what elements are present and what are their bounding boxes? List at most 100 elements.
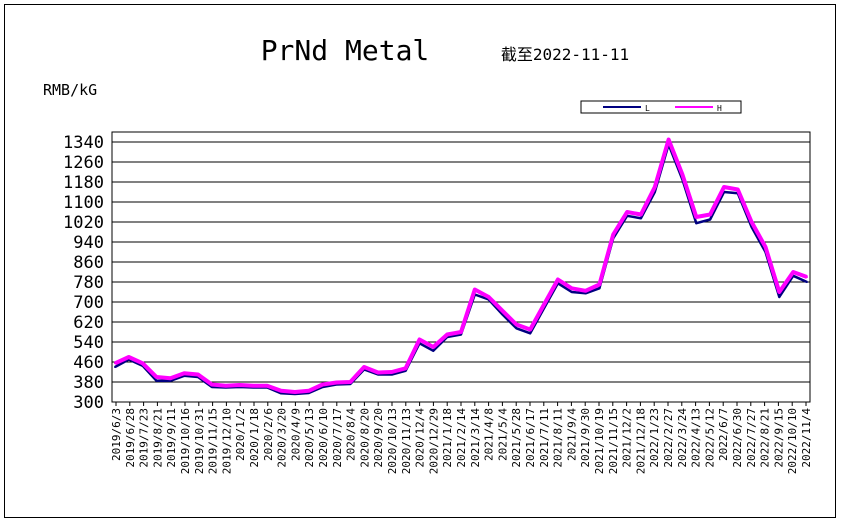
- series-h-line-point: [376, 371, 379, 374]
- series-l-line-point: [584, 292, 587, 295]
- y-tick-label: 460: [73, 353, 104, 373]
- x-tick-label: 2021/6/17: [524, 408, 537, 468]
- series-h-line-point: [681, 173, 684, 176]
- x-tick-label: 2020/1/18: [248, 408, 261, 468]
- x-tick-label: 2020/8/4: [345, 408, 358, 461]
- x-tick-label: 2022/5/12: [703, 408, 716, 468]
- y-tick-label: 1260: [63, 153, 104, 173]
- series-h-line-point: [709, 213, 712, 216]
- x-tick-label: 2020/12/4: [414, 408, 427, 468]
- series-h-line-point: [155, 376, 158, 378]
- series-h-line-point: [335, 381, 338, 384]
- series-l-line-point: [709, 218, 712, 221]
- y-tick-label: 1100: [63, 193, 104, 213]
- series-h-line-point: [446, 333, 449, 336]
- series-h-line-point: [501, 309, 504, 312]
- x-tick-label: 2020/10/13: [386, 408, 399, 474]
- y-ticks: 3003804605406207007808609401020110011801…: [63, 133, 104, 413]
- x-tick-label: 2022/6/7: [717, 408, 730, 461]
- series-l-line-point: [806, 281, 808, 283]
- x-tick-label: 2021/4/8: [483, 408, 496, 461]
- series-h-line-point: [224, 384, 227, 387]
- y-tick-label: 540: [73, 333, 104, 353]
- series-l-line-point: [114, 366, 116, 368]
- y-tick-label: 1020: [63, 213, 104, 233]
- series-l-line-point: [432, 349, 435, 352]
- series-h-line-point: [141, 362, 144, 365]
- legend-label-h: H: [717, 104, 722, 113]
- series-h-line-point: [238, 384, 241, 386]
- series-h-line-point: [598, 283, 601, 286]
- series-l-line-point: [778, 296, 781, 298]
- series-h-line-point: [792, 271, 795, 273]
- series-h-line-point: [626, 211, 629, 213]
- y-tick-label: 1340: [63, 133, 104, 153]
- x-tick-label: 2020/2/6: [262, 408, 275, 461]
- series-h-line-point: [363, 366, 366, 368]
- series-h-line-point: [736, 188, 739, 191]
- y-tick-label: 860: [73, 253, 104, 273]
- x-tick-label: 2021/10/19: [593, 408, 606, 474]
- x-tick-label: 2019/9/11: [165, 408, 178, 468]
- chart-title: PrNd Metal: [261, 34, 430, 67]
- series-h-line-point: [529, 328, 532, 331]
- x-tick-label: 2020/11/13: [400, 408, 413, 474]
- x-tick-label: 2021/5/28: [510, 408, 523, 468]
- x-tick-label: 2021/9/30: [579, 408, 592, 468]
- chart-svg: PrNd Metal 截至2022-11-11 RMB/kG L H 30038…: [43, 34, 813, 474]
- series-h-line-point: [778, 291, 781, 293]
- series-h-line-point: [183, 372, 186, 375]
- series-h-line-point: [722, 186, 725, 188]
- chart-frame: PrNd Metal 截至2022-11-11 RMB/kG L H 300 38…: [4, 4, 836, 518]
- x-tick-label: 2022/4/13: [690, 408, 703, 468]
- series-h-line-point: [460, 331, 462, 333]
- x-tick-label: 2020/7/17: [331, 408, 344, 468]
- x-tick-label: 2019/10/16: [179, 408, 192, 474]
- x-tick-label: 2022/6/30: [731, 408, 744, 468]
- y-tick-label: 380: [73, 373, 104, 393]
- series-h-line-point: [280, 389, 283, 392]
- x-tick-label: 2022/2/27: [662, 408, 675, 468]
- series-h-line-point: [252, 384, 255, 387]
- series-h-line-point: [390, 371, 393, 373]
- x-tick-label: 2020/8/20: [358, 408, 371, 468]
- y-tick-label: 780: [73, 273, 104, 293]
- series-h-line-point: [750, 221, 753, 223]
- x-tick-label: 2021/1/18: [441, 408, 454, 468]
- series-l-line-point: [529, 332, 532, 335]
- y-tick-label: 700: [73, 293, 104, 313]
- series-h-line-point: [404, 367, 407, 370]
- series-h-line-point: [432, 346, 435, 348]
- series-h-line-point: [114, 362, 116, 365]
- chart-subtitle: 截至2022-11-11: [501, 45, 629, 64]
- x-tick-label: 2020/3/20: [276, 408, 289, 468]
- x-tick-label: 2021/12/2: [621, 408, 634, 468]
- series-h-line-point: [639, 213, 642, 216]
- x-ticks: 2019/6/3 2019/6/28 2019/7/23 2019/8/21 2019/…: [110, 402, 813, 474]
- series-h-line-point: [695, 216, 698, 218]
- series-l-line-point: [515, 327, 518, 330]
- y-tick-label: 620: [73, 313, 104, 333]
- legend: L H: [580, 100, 742, 114]
- series-l-line-point: [570, 291, 573, 293]
- y-tick-label: 1180: [63, 173, 104, 193]
- x-tick-label: 2022/8/21: [759, 408, 772, 468]
- series-h-line-point: [349, 381, 352, 383]
- x-tick-label: 2021/3/14: [469, 408, 482, 468]
- series-h-line-point: [473, 288, 476, 291]
- series-h-line-point: [197, 373, 200, 376]
- series-h-line-point: [515, 323, 518, 326]
- x-tick-label: 2019/6/3: [110, 408, 123, 461]
- series-h-line: [114, 137, 808, 394]
- legend-box: [580, 100, 742, 114]
- y-tick-label: 940: [73, 233, 104, 253]
- series: [114, 137, 808, 396]
- series-l-line-point: [639, 217, 642, 220]
- series-h-line-point: [653, 186, 656, 188]
- series-h-line-point: [210, 383, 213, 386]
- series-h-line-point: [570, 287, 573, 290]
- x-tick-label: 2022/10/10: [786, 408, 799, 474]
- series-h-line-point: [321, 383, 324, 386]
- y-tick-label: 300: [73, 393, 104, 413]
- series-h-line-point: [584, 289, 587, 292]
